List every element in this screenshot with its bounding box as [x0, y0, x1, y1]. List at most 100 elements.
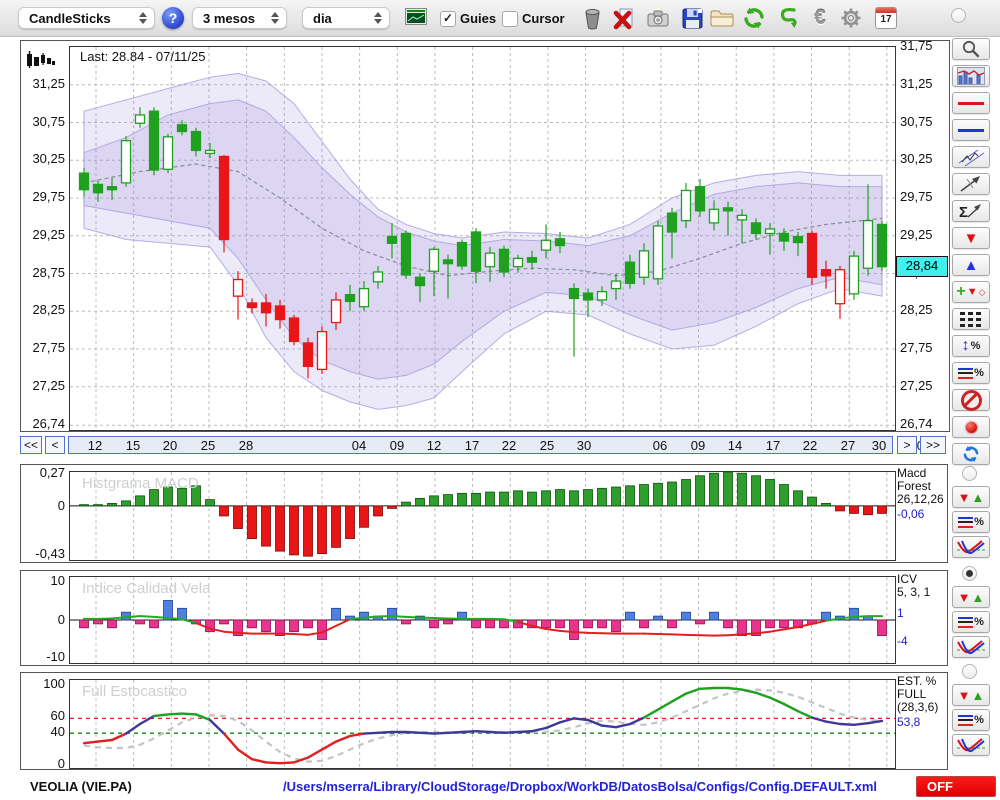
- signal-arrows-icon: ▼ ▲: [957, 489, 985, 505]
- curve-icon: [956, 736, 986, 754]
- trendline-tool-button[interactable]: [952, 173, 990, 195]
- measure-percent-button[interactable]: ↕%: [952, 335, 990, 357]
- cursor-checkbox[interactable]: [502, 11, 518, 27]
- chart-window-icon: [405, 8, 427, 30]
- curve-icon: [956, 638, 986, 656]
- settings-button[interactable]: [837, 5, 865, 31]
- record-tool-button[interactable]: [952, 416, 990, 438]
- icv-select-radio[interactable]: [962, 566, 977, 581]
- chevron-updown-icon: [136, 12, 150, 24]
- chart-type-select[interactable]: CandleSticks: [18, 7, 155, 29]
- signal-arrows-icon: ▼ ▲: [957, 687, 985, 703]
- icv-plot: Indice Calidad Vela: [69, 576, 896, 664]
- curve-icon: [956, 538, 986, 556]
- stoch-percent-lines-button[interactable]: %: [952, 709, 990, 731]
- date-tick: 14: [727, 438, 743, 453]
- calendar-icon: 17: [875, 7, 897, 29]
- macd-percent-lines-button[interactable]: %: [952, 511, 990, 533]
- macd-select-radio[interactable]: [962, 466, 977, 481]
- toolbar-radio[interactable]: [951, 8, 966, 23]
- macd-info-line: Forest: [897, 479, 932, 493]
- stochastic-panel: Full Estocastico 100 60 40 0 EST. % FULL (28,…: [20, 672, 948, 771]
- levels-tool-button[interactable]: [952, 308, 990, 330]
- main-chart-panel: Last: 28.84 - 07/11/25 31,25 30,75 30,25 29…: [20, 40, 950, 432]
- save-button[interactable]: [678, 5, 706, 31]
- zoom-tool-button[interactable]: [952, 38, 990, 60]
- y-axis-tick: 30,75: [900, 113, 933, 129]
- channel-tool-button[interactable]: [952, 146, 990, 168]
- macd-curve-button[interactable]: [952, 536, 990, 558]
- calendar-button[interactable]: 17: [872, 5, 900, 31]
- disable-tool-button[interactable]: [952, 389, 990, 411]
- stoch-curve-button[interactable]: [952, 734, 990, 756]
- blue-hline-button[interactable]: [952, 119, 990, 141]
- currency-euro-button[interactable]: €: [806, 5, 834, 31]
- stochastic-value: 53,8: [897, 715, 921, 729]
- lines-percent-button[interactable]: %: [952, 362, 990, 384]
- icv-info-line: ICV: [897, 572, 918, 586]
- stochastic-plot: Full Estocastico: [69, 679, 896, 769]
- record-dot-icon: [965, 421, 977, 433]
- y-axis-tick: 27,75: [900, 340, 933, 355]
- macd-value: -0,06: [897, 507, 925, 521]
- magnifier-icon: [961, 39, 981, 59]
- percent-lines-icon: %: [958, 616, 984, 628]
- y-axis-tick: 27,25: [32, 377, 65, 393]
- help-button[interactable]: ?: [162, 7, 184, 29]
- sell-arrow-button[interactable]: ▼: [952, 227, 990, 249]
- cursor-label: Cursor: [522, 11, 565, 26]
- snapshot-button[interactable]: [644, 5, 672, 31]
- date-tick: 25: [539, 438, 555, 453]
- guies-label: Guies: [460, 11, 497, 26]
- trash-button[interactable]: [578, 5, 606, 31]
- timeframe-value: dia: [313, 10, 332, 26]
- reload-tool-button[interactable]: [952, 443, 990, 465]
- off-button[interactable]: OFF: [916, 776, 996, 797]
- y-axis-tick: 30,25: [32, 151, 65, 167]
- timeframe-select[interactable]: dia: [302, 7, 390, 29]
- open-button[interactable]: [708, 5, 736, 31]
- nav-first-button[interactable]: <<: [20, 436, 42, 454]
- y-axis-tick: 40: [50, 724, 65, 739]
- macd-signal-arrows-button[interactable]: ▼ ▲: [952, 486, 990, 508]
- stoch-select-radio[interactable]: [962, 664, 977, 679]
- last-price-tag: 28,84: [896, 256, 948, 277]
- sum-trend-tool-button[interactable]: Σ: [952, 200, 990, 222]
- date-tick: 25: [200, 438, 216, 453]
- y-axis-tick: 30,25: [900, 151, 933, 167]
- config-path: /Users/mserra/Library/CloudStorage/Dropb…: [282, 779, 877, 794]
- trash-icon: [582, 6, 603, 30]
- chart-type-value: CandleSticks: [29, 10, 111, 26]
- toolbar: CandleSticks ? 3 mesos dia ✓ Guies Curso…: [0, 0, 1000, 37]
- chevron-updown-icon: [371, 12, 385, 24]
- delete-button[interactable]: [610, 5, 638, 31]
- icv-curve-button[interactable]: [952, 636, 990, 658]
- period-select[interactable]: 3 mesos: [192, 7, 287, 29]
- nav-last-button[interactable]: >>: [920, 436, 946, 454]
- y-axis-tick: 0: [57, 498, 65, 513]
- guies-checkbox[interactable]: ✓: [440, 11, 456, 27]
- y-axis-tick: 10: [50, 573, 65, 588]
- refresh-button[interactable]: [740, 5, 768, 31]
- add-markers-button[interactable]: + ▼ ◇: [952, 281, 990, 303]
- volume-chart-button[interactable]: [952, 65, 990, 87]
- nav-prev-button[interactable]: <: [45, 436, 65, 454]
- y-axis-tick: 29,75: [900, 189, 933, 204]
- revert-button[interactable]: [773, 5, 801, 31]
- date-strip[interactable]: 1215202528040912172225300609141722273006: [68, 436, 931, 454]
- y-axis-tick: 31,25: [900, 75, 933, 91]
- date-tick: 20: [162, 438, 178, 453]
- buy-arrow-button[interactable]: ▲: [952, 254, 990, 276]
- nav-next-button[interactable]: >: [897, 436, 917, 454]
- icv-signal-arrows-button[interactable]: ▼ ▲: [952, 586, 990, 608]
- icv-value: 1: [897, 606, 904, 620]
- candlestick-chart[interactable]: [70, 47, 895, 430]
- varrow-percent-icon: ↕%: [961, 337, 981, 354]
- red-hline-button[interactable]: [952, 92, 990, 114]
- icv-percent-lines-button[interactable]: %: [952, 611, 990, 633]
- macd-panel: Histgrama MACD 0,27 0 -0,43 Macd Forest 26,1…: [20, 464, 948, 563]
- main-plot[interactable]: Last: 28.84 - 07/11/25: [69, 46, 896, 431]
- chart-window-button[interactable]: [402, 6, 430, 32]
- stoch-signal-arrows-button[interactable]: ▼ ▲: [952, 684, 990, 706]
- euro-icon: €: [814, 6, 826, 29]
